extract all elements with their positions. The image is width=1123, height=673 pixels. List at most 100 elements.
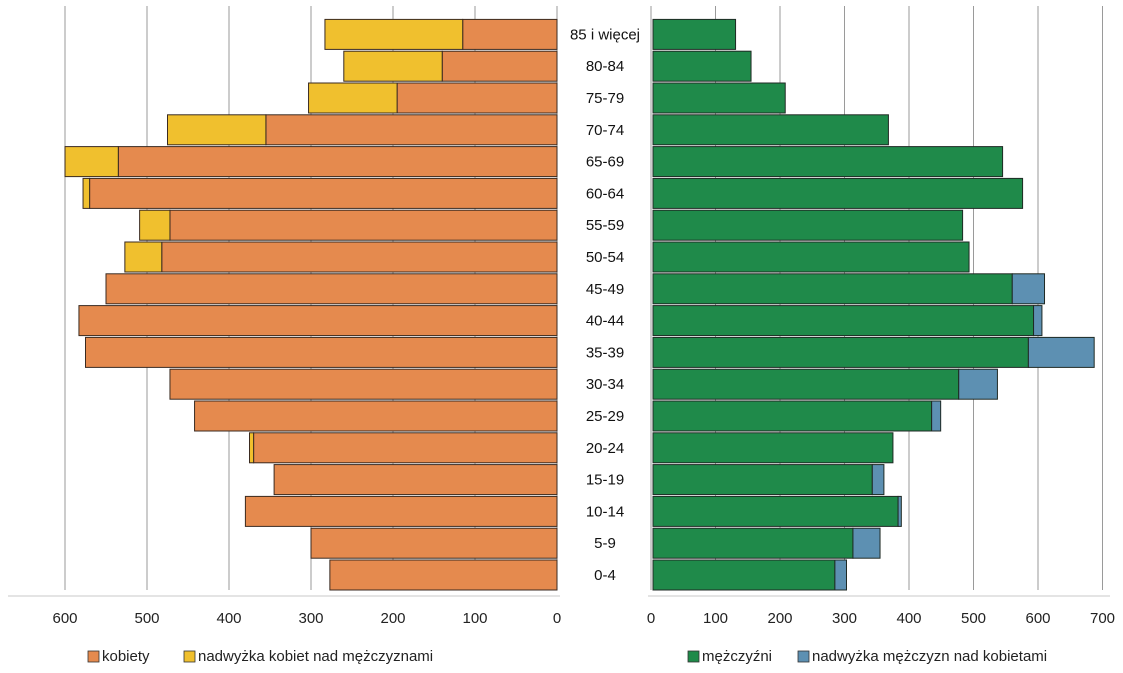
bar-kobiety	[78, 305, 558, 337]
bar-mezczyzni	[652, 400, 933, 432]
category-label: 55-59	[586, 217, 624, 234]
bar-kobiety	[161, 241, 558, 273]
legend-label: mężczyźni	[702, 648, 772, 665]
bar-kobiety	[85, 336, 558, 368]
category-label: 25-29	[586, 408, 624, 425]
bar-mezczyzni	[652, 368, 960, 400]
bar-nadwyzka-mezczyzn	[958, 368, 998, 400]
bar-mezczyzni	[652, 209, 964, 241]
right-tick-label: 600	[1025, 610, 1050, 627]
tick-labels: 0 100 200 300 400 500 600 0 100 200 300 400 500 600 70…	[52, 610, 1115, 627]
bar-mezczyzni	[652, 336, 1029, 368]
bar-nadwyzka-mezczyzn	[1011, 273, 1046, 305]
right-tick-label: 700	[1090, 610, 1115, 627]
bar-mezczyzni	[652, 241, 970, 273]
right-tick-label: 200	[767, 610, 792, 627]
bar-mezczyzni	[652, 273, 1013, 305]
bar-mezczyzni	[652, 82, 786, 114]
category-label: 30-34	[586, 376, 624, 393]
bar-kobiety	[105, 273, 558, 305]
bar-nadwyzka-mezczyzn	[871, 464, 885, 496]
category-label: 50-54	[586, 249, 624, 266]
bar-kobiety	[244, 495, 558, 527]
category-label: 45-49	[586, 281, 624, 298]
bar-kobiety	[194, 400, 558, 432]
bar-nadwyzka-mezczyzn	[897, 495, 902, 527]
category-label: 80-84	[586, 58, 624, 75]
bar-mezczyzni	[652, 495, 899, 527]
legend-swatch	[687, 650, 700, 663]
category-label: 65-69	[586, 154, 624, 171]
bar-nadwyzka-kobiet	[124, 241, 163, 273]
bar-kobiety	[265, 114, 558, 146]
category-label: 85 i więcej	[570, 26, 640, 43]
left-tick-label: 600	[52, 610, 77, 627]
bar-nadwyzka-kobiet	[82, 177, 91, 209]
bar-mezczyzni	[652, 432, 894, 464]
bar-nadwyzka-kobiet	[167, 114, 267, 146]
bar-nadwyzka-mezczyzn	[1027, 336, 1095, 368]
bar-nadwyzka-mezczyzn	[852, 527, 881, 559]
left-tick-label: 100	[462, 610, 487, 627]
bar-kobiety	[89, 177, 558, 209]
bar-kobiety	[396, 82, 558, 114]
bar-mezczyzni	[652, 18, 737, 50]
bar-nadwyzka-kobiet	[308, 82, 398, 114]
category-label: 5-9	[594, 535, 616, 552]
bar-kobiety	[117, 146, 558, 178]
bar-kobiety	[169, 209, 558, 241]
bar-kobiety	[462, 18, 558, 50]
category-label: 15-19	[586, 472, 624, 489]
bars	[64, 18, 1095, 591]
category-labels: 0-4 5-9 10-14 15-19 20-24 25-29 30-34 35-39 40-4…	[570, 26, 640, 584]
bar-mezczyzni	[652, 146, 1004, 178]
right-tick-label: 0	[647, 610, 655, 627]
bar-nadwyzka-kobiet	[343, 50, 443, 82]
category-label: 0-4	[594, 567, 616, 584]
bar-kobiety	[329, 559, 558, 591]
right-tick-label: 400	[896, 610, 921, 627]
bar-mezczyzni	[652, 464, 873, 496]
bar-mezczyzni	[652, 527, 854, 559]
category-label: 35-39	[586, 344, 624, 361]
bar-nadwyzka-mezczyzn	[834, 559, 848, 591]
right-tick-label: 300	[832, 610, 857, 627]
category-label: 70-74	[586, 122, 624, 139]
left-tick-label: 400	[216, 610, 241, 627]
bar-mezczyzni	[652, 559, 836, 591]
bar-nadwyzka-kobiet	[139, 209, 171, 241]
bar-nadwyzka-kobiet	[324, 18, 464, 50]
right-tick-label: 500	[961, 610, 986, 627]
bar-nadwyzka-mezczyzn	[1033, 305, 1043, 337]
category-label: 40-44	[586, 313, 624, 330]
right-tick-label: 100	[703, 610, 728, 627]
legend: kobiety nadwyżka kobiet nad mężczyznami mę…	[87, 648, 1047, 665]
legend-label: nadwyżka mężczyzn nad kobietami	[812, 648, 1047, 665]
left-tick-label: 0	[553, 610, 561, 627]
bar-kobiety	[169, 368, 558, 400]
bar-kobiety	[273, 464, 558, 496]
bar-mezczyzni	[652, 114, 889, 146]
legend-swatch	[183, 650, 196, 663]
left-tick-label: 200	[380, 610, 405, 627]
bar-kobiety	[253, 432, 558, 464]
left-tick-label: 300	[298, 610, 323, 627]
bar-nadwyzka-kobiet	[249, 432, 255, 464]
bar-nadwyzka-kobiet	[64, 146, 119, 178]
bar-kobiety	[310, 527, 558, 559]
category-label: 10-14	[586, 503, 624, 520]
bar-mezczyzni	[652, 305, 1035, 337]
bar-kobiety	[441, 50, 558, 82]
legend-label: kobiety	[102, 648, 150, 665]
left-tick-label: 500	[134, 610, 159, 627]
category-label: 60-64	[586, 185, 624, 202]
category-label: 20-24	[586, 440, 624, 457]
legend-swatch	[87, 650, 100, 663]
category-label: 75-79	[586, 90, 624, 107]
bar-mezczyzni	[652, 177, 1024, 209]
bar-mezczyzni	[652, 50, 752, 82]
bar-nadwyzka-mezczyzn	[931, 400, 942, 432]
legend-swatch	[797, 650, 810, 663]
legend-label: nadwyżka kobiet nad mężczyznami	[198, 648, 433, 665]
